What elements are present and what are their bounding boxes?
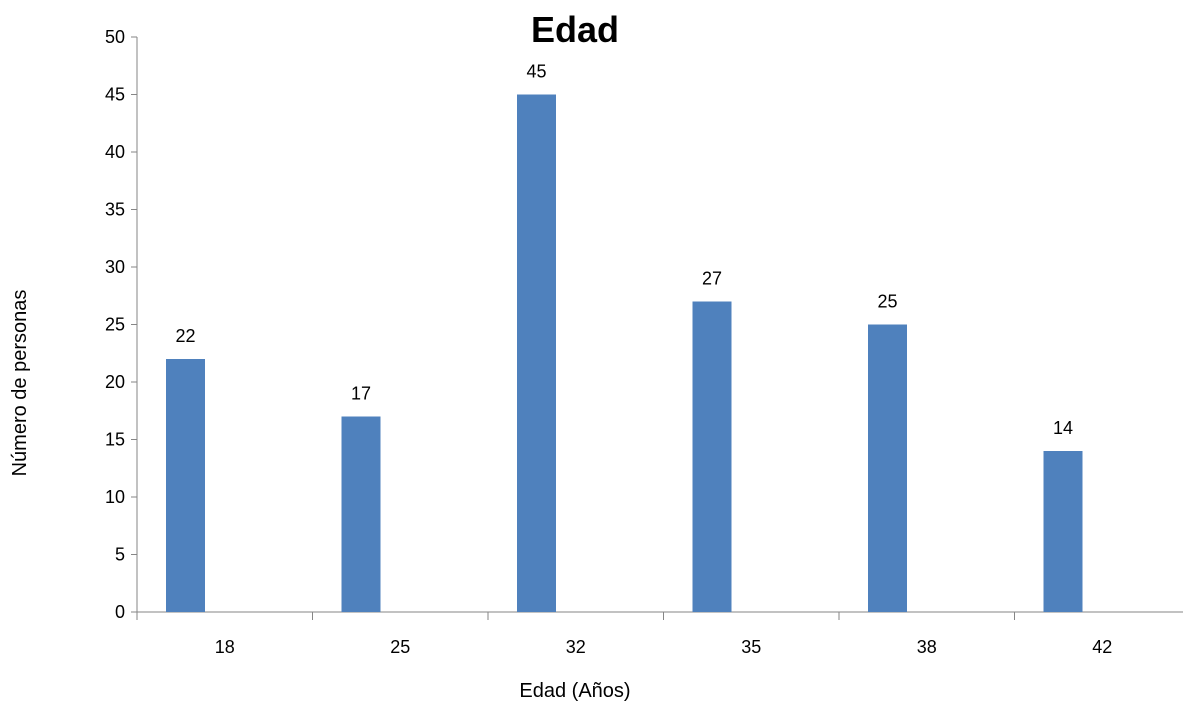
x-tick-label: 38 — [917, 637, 937, 657]
x-tick-label: 25 — [390, 637, 410, 657]
bar — [341, 416, 381, 612]
y-tick-label: 15 — [105, 430, 125, 450]
bar — [868, 324, 907, 612]
bar — [1043, 451, 1083, 612]
y-axis-label: Número de personas — [9, 290, 31, 477]
bar — [517, 94, 556, 612]
data-label: 14 — [1053, 418, 1073, 438]
y-tick-label: 0 — [115, 602, 125, 622]
chart-title: Edad — [531, 9, 619, 50]
x-tick-label: 42 — [1092, 637, 1112, 657]
x-tick-label: 35 — [741, 637, 761, 657]
data-label: 22 — [175, 326, 195, 346]
x-tick-label: 18 — [215, 637, 235, 657]
data-label: 45 — [526, 62, 546, 82]
data-label: 17 — [351, 384, 371, 404]
y-tick-label: 30 — [105, 257, 125, 277]
y-tick-label: 25 — [105, 315, 125, 335]
y-tick-label: 40 — [105, 142, 125, 162]
x-axis: 18 25 32 35 38 42 — [136, 611, 1183, 657]
bar-series: 22 17 45 27 25 14 — [166, 62, 1083, 612]
y-tick-label: 20 — [105, 372, 125, 392]
y-tick-label: 5 — [115, 545, 125, 565]
x-tick-label: 32 — [566, 637, 586, 657]
x-axis-label: Edad (Años) — [519, 680, 630, 702]
y-tick-label: 35 — [105, 200, 125, 220]
bar — [166, 359, 205, 612]
y-tick-label: 50 — [105, 27, 125, 47]
data-label: 27 — [702, 269, 722, 289]
y-tick-label: 45 — [105, 85, 125, 105]
data-label: 25 — [877, 292, 897, 312]
bar — [692, 301, 732, 612]
y-axis: 0 5 10 15 20 25 30 35 40 45 50 — [105, 27, 138, 622]
y-tick-label: 10 — [105, 487, 125, 507]
